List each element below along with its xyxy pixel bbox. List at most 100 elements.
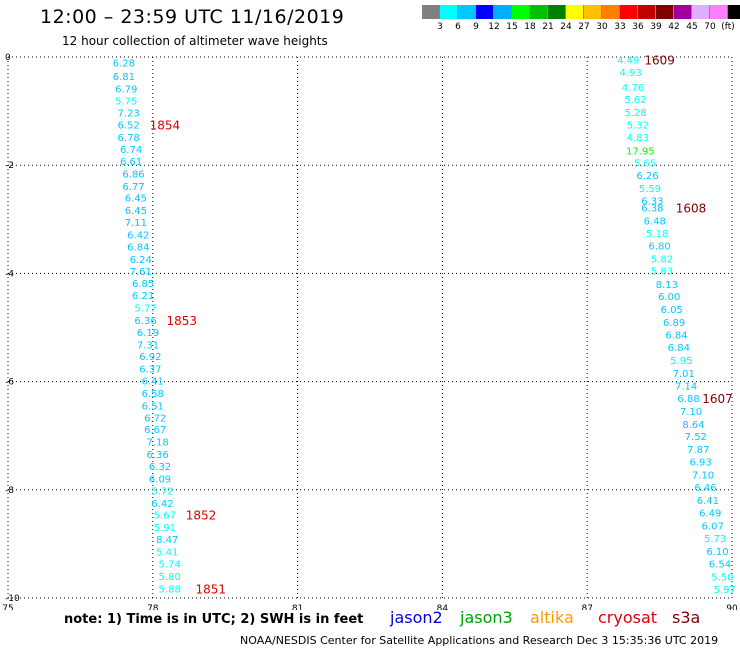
page-subtitle: 12 hour collection of altimeter wave hei… bbox=[62, 34, 328, 48]
data-point-label: 5.82 bbox=[651, 254, 673, 265]
data-point-label: 6.42 bbox=[127, 230, 149, 241]
data-point-label: 7.87 bbox=[687, 445, 709, 456]
color-scale-swatch bbox=[728, 5, 740, 19]
x-tick-label: 75 bbox=[2, 604, 13, 610]
data-point-label: 6.33 bbox=[641, 196, 663, 207]
y-tick-label: -4 bbox=[5, 269, 14, 279]
data-point-label: 6.21 bbox=[132, 291, 154, 302]
data-point-label: 6.45 bbox=[125, 206, 147, 217]
data-point-label: 6.74 bbox=[120, 145, 142, 156]
data-point-label: 7.14 bbox=[675, 381, 697, 392]
data-point-label: 6.49 bbox=[699, 509, 721, 520]
y-tick-label: -8 bbox=[5, 486, 14, 496]
color-scale-label: (ft) bbox=[721, 22, 735, 32]
footer-note: note: 1) Time is in UTC; 2) SWH is in fe… bbox=[64, 612, 364, 627]
data-point-label: 6.48 bbox=[644, 216, 666, 227]
color-scale-label: 36 bbox=[632, 22, 644, 32]
data-point-label: 17.95 bbox=[626, 147, 655, 158]
data-point-label: 6.52 bbox=[118, 121, 140, 132]
data-point-label: 6.28 bbox=[113, 58, 135, 69]
data-point-label: 5.73 bbox=[704, 534, 726, 545]
color-scale-swatch bbox=[512, 5, 530, 19]
color-scale-label: 39 bbox=[650, 22, 662, 32]
data-point-label: 6.84 bbox=[668, 343, 690, 354]
color-scale-swatch bbox=[710, 5, 728, 19]
data-point-label: 7.52 bbox=[685, 432, 707, 443]
data-point-label: 5.88 bbox=[159, 584, 181, 595]
data-point-label: 6.51 bbox=[142, 401, 164, 412]
data-point-label: 6.36 bbox=[146, 450, 168, 461]
color-scale-swatch bbox=[620, 5, 638, 19]
data-point-label: 6.93 bbox=[689, 458, 711, 469]
data-point-label: 6.80 bbox=[648, 241, 670, 252]
x-tick-label: 78 bbox=[147, 604, 159, 610]
color-scale-label: 3 bbox=[437, 22, 443, 32]
time-label: 1852 bbox=[186, 509, 217, 523]
data-point-label: 5.77 bbox=[134, 303, 156, 314]
x-tick-label: 81 bbox=[292, 604, 303, 610]
data-point-label: 5.95 bbox=[670, 356, 692, 367]
color-scale-swatch bbox=[692, 5, 710, 19]
data-point-label: 6.86 bbox=[122, 169, 144, 180]
color-scale-label: 18 bbox=[524, 22, 536, 32]
data-point-label: 6.41 bbox=[697, 496, 719, 507]
data-point-label: 5.62 bbox=[624, 95, 646, 106]
data-point-label: 6.79 bbox=[115, 84, 137, 95]
time-label: 1608 bbox=[676, 201, 707, 215]
y-tick-label: -2 bbox=[5, 161, 14, 171]
color-scale-swatch bbox=[602, 5, 620, 19]
color-scale-swatch bbox=[674, 5, 692, 19]
color-scale-label: 27 bbox=[578, 22, 590, 32]
data-point-label: 6.36 bbox=[134, 316, 156, 327]
color-scale-swatch bbox=[476, 5, 494, 19]
color-scale-label: 21 bbox=[542, 22, 554, 32]
data-point-label: 5.91 bbox=[154, 523, 176, 534]
data-point-label: 6.89 bbox=[663, 318, 685, 329]
y-tick-label: -6 bbox=[5, 378, 14, 388]
data-point-label: 6.09 bbox=[149, 474, 171, 485]
data-point-label: 6.32 bbox=[149, 462, 171, 473]
color-scale-swatch bbox=[548, 5, 566, 19]
satellite-label-jason3: jason3 bbox=[460, 608, 513, 627]
color-scale-swatch bbox=[422, 5, 440, 19]
x-tick-label: 87 bbox=[581, 604, 592, 610]
color-scale-label: 15 bbox=[506, 22, 518, 32]
data-point-label: 5.74 bbox=[159, 559, 181, 570]
color-scale-swatch bbox=[656, 5, 674, 19]
data-point-label: 8.13 bbox=[656, 280, 678, 291]
data-point-label: 5.72 bbox=[151, 486, 173, 497]
data-point-label: 8.64 bbox=[682, 420, 704, 431]
color-scale-swatch bbox=[566, 5, 584, 19]
data-point-label: 6.19 bbox=[137, 328, 159, 339]
data-point-label: 4.83 bbox=[627, 133, 649, 144]
color-scale-label: 12 bbox=[488, 22, 500, 32]
data-point-label: 5.32 bbox=[627, 121, 649, 132]
data-point-label: 6.72 bbox=[144, 413, 166, 424]
data-point-label: 6.61 bbox=[120, 157, 142, 168]
data-point-label: 5.59 bbox=[639, 184, 661, 195]
wave-height-chart: 75 78 81 84 87 90 0 -2 -4 -6 -8 -10 6.28 6.816.795.75… bbox=[2, 53, 738, 610]
data-point-label: 6.84 bbox=[665, 331, 687, 342]
data-point-label: 8.47 bbox=[156, 535, 178, 546]
data-point-label: 6.84 bbox=[127, 242, 149, 253]
data-point-label: 7.61 bbox=[130, 267, 152, 278]
page-title: 12:00 – 23:59 UTC 11/16/2019 bbox=[40, 6, 345, 28]
data-point-label: 6.77 bbox=[122, 182, 144, 193]
data-point-label: 5.80 bbox=[159, 572, 181, 583]
data-point-label: 5.67 bbox=[154, 511, 176, 522]
data-point-label: 7.11 bbox=[125, 218, 147, 229]
data-point-label: 6.85 bbox=[132, 279, 154, 290]
color-scale-swatch bbox=[530, 5, 548, 19]
data-point-label: 6.05 bbox=[661, 305, 683, 316]
data-point-label: 6.42 bbox=[151, 499, 173, 510]
data-point-label: 6.46 bbox=[694, 483, 716, 494]
data-point-label: 6.41 bbox=[142, 377, 164, 388]
data-point-label: 6.88 bbox=[677, 394, 699, 405]
data-point-label: 6.37 bbox=[139, 365, 161, 376]
data-point-label: 5.28 bbox=[624, 108, 646, 119]
data-point-label: 7.31 bbox=[137, 340, 159, 351]
data-point-label: 6.81 bbox=[113, 72, 135, 83]
data-point-label: 4.49 bbox=[617, 56, 639, 67]
data-point-label: 6.92 bbox=[139, 352, 161, 363]
color-scale-label: 33 bbox=[614, 22, 626, 32]
